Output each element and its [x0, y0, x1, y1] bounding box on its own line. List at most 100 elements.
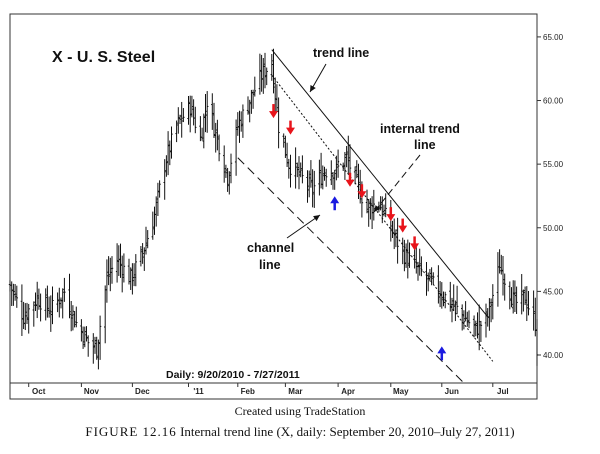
price-bar [170, 126, 173, 159]
price-bar [141, 243, 144, 264]
price-bar [246, 96, 250, 115]
price-bar [81, 326, 85, 349]
price-bar [214, 122, 217, 153]
price-bar [146, 230, 149, 249]
price-bar [204, 94, 207, 133]
price-bar [532, 290, 535, 331]
price-bar [177, 107, 180, 134]
x-tick-label: Feb [241, 387, 255, 396]
price-bar [491, 284, 494, 320]
price-bar [168, 140, 171, 166]
price-bar [270, 54, 273, 81]
price-bar [472, 315, 476, 338]
price-bar [229, 153, 233, 184]
chart-title: X - U. S. Steel [52, 49, 155, 66]
sell-signal-arrow-head [345, 179, 355, 187]
price-bar [83, 326, 86, 348]
price-bar [75, 306, 78, 328]
price-bar [527, 291, 530, 316]
price-bar [325, 168, 328, 187]
sell-signal-arrow-head [286, 127, 295, 135]
price-bar [277, 97, 280, 149]
price-bar [478, 304, 481, 351]
price-bar [455, 285, 459, 315]
price-bar [355, 160, 358, 179]
trendline-dashed [237, 157, 465, 384]
date-range-label: Daily: 9/20/2010 - 7/27/2011 [166, 369, 300, 381]
price-bar [391, 220, 394, 239]
x-tick-label: Jun [445, 387, 459, 396]
sell-signal-arrow-head [386, 214, 396, 222]
price-bar [484, 303, 488, 338]
price-bar [525, 286, 528, 322]
annotation-internal-trend-line-2: line [414, 138, 436, 152]
price-bar [500, 254, 503, 275]
price-bar [192, 99, 195, 126]
price-bar [68, 273, 71, 319]
price-bar [452, 284, 455, 311]
price-bar [498, 249, 501, 274]
price-bar [238, 110, 241, 143]
price-bar [275, 84, 279, 112]
price-bar [265, 67, 268, 86]
price-bar [258, 53, 262, 95]
price-bar [343, 151, 347, 180]
price-bar [416, 261, 420, 281]
price-bar [139, 245, 143, 267]
price-bar [442, 291, 445, 307]
price-bar [496, 252, 500, 307]
price-bar [415, 246, 418, 274]
price-bar [508, 281, 511, 310]
y-tick-label: 65.00 [543, 33, 564, 42]
price-bar [347, 135, 350, 175]
price-bar [263, 52, 267, 89]
price-bar [321, 165, 324, 190]
price-bar [432, 272, 435, 285]
figure-number: FIGURE 12.16 [85, 424, 177, 439]
price-bar [241, 104, 245, 138]
price-bar [105, 259, 109, 303]
price-bar [534, 297, 537, 337]
price-bar [175, 120, 178, 143]
x-tick-label: Mar [288, 387, 302, 396]
price-bar [24, 303, 27, 331]
y-tick-label: 45.00 [543, 287, 564, 296]
price-bar [34, 292, 37, 311]
price-bar [93, 336, 97, 354]
x-tick-label: Dec [135, 387, 150, 396]
price-bar [333, 169, 336, 190]
internal-line-pointer-head [374, 205, 381, 212]
price-bar [309, 160, 313, 188]
price-bar [323, 166, 326, 181]
annotation-trend-line: trend line [313, 46, 369, 60]
price-bar [153, 206, 156, 235]
price-bar [367, 199, 370, 227]
price-bar [253, 76, 256, 97]
price-bar [104, 285, 107, 344]
price-bar [336, 149, 340, 178]
price-bar [187, 96, 190, 125]
price-bar [234, 119, 238, 176]
channel-line-pointer-head [313, 215, 320, 222]
price-bar [520, 274, 523, 315]
annotation-channel-line-1: channel [247, 241, 294, 255]
buy-signal-arrow-head [330, 196, 340, 204]
price-bar [403, 239, 406, 272]
annotation-channel-line-2: line [259, 258, 281, 272]
price-bar [296, 162, 299, 178]
price-bar [92, 333, 95, 364]
price-bar [224, 164, 228, 178]
price-bar [216, 119, 219, 151]
price-bar [44, 288, 47, 321]
price-bar [427, 272, 430, 292]
figure-caption-text: Internal trend line (X, daily: September… [180, 424, 515, 439]
price-bar [359, 169, 362, 204]
y-tick-label: 50.00 [543, 224, 564, 233]
price-bar [122, 253, 126, 283]
price-bar [461, 304, 464, 331]
figure-caption: FIGURE 12.16 Internal trend line (X, dai… [0, 424, 600, 440]
price-bar [282, 133, 285, 148]
price-bar [236, 112, 239, 136]
price-bar [189, 95, 192, 133]
price-bar [212, 102, 216, 139]
